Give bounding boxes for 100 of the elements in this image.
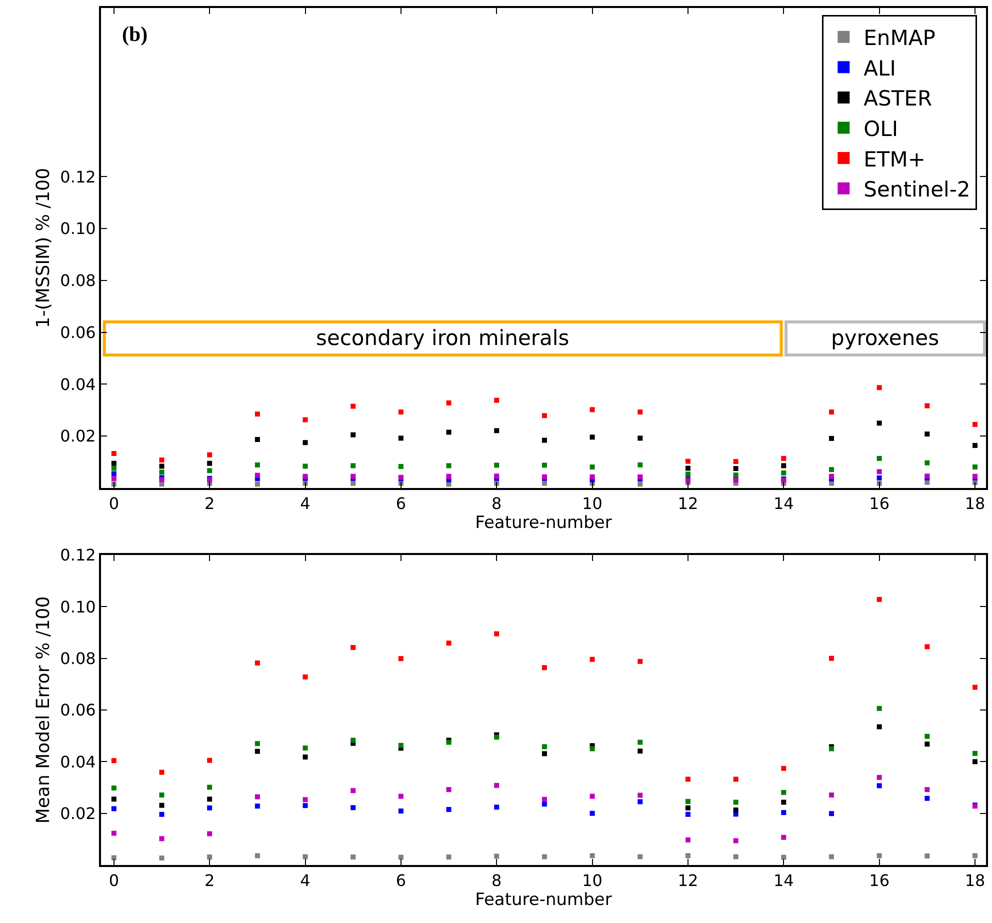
- point: [350, 805, 356, 810]
- point: [207, 805, 212, 810]
- point: [590, 464, 595, 470]
- point: [350, 432, 356, 438]
- point: [159, 856, 164, 861]
- point: [494, 398, 500, 403]
- point: [638, 748, 643, 754]
- point: [494, 854, 500, 859]
- point: [685, 812, 690, 817]
- point: [159, 470, 164, 475]
- point: [972, 684, 978, 690]
- point: [828, 474, 834, 479]
- point: [446, 430, 452, 435]
- point: [828, 792, 834, 798]
- point: [828, 467, 834, 472]
- point: [733, 854, 738, 860]
- point: [350, 738, 356, 743]
- point: [398, 742, 404, 748]
- point: [876, 853, 882, 858]
- point: [924, 480, 930, 485]
- point: [781, 470, 786, 476]
- point: [590, 656, 595, 662]
- x-tick-label: 2: [204, 871, 215, 890]
- point: [638, 799, 643, 804]
- point: [159, 792, 164, 798]
- point: [254, 482, 260, 487]
- x-tick-label: 8: [492, 871, 502, 890]
- point: [590, 794, 595, 799]
- point: [159, 464, 164, 469]
- point: [924, 644, 930, 650]
- legend-label: EnMAP: [864, 26, 936, 50]
- point: [876, 774, 882, 780]
- point: [302, 464, 308, 469]
- point: [207, 784, 212, 790]
- point: [350, 788, 356, 794]
- point: [638, 740, 643, 745]
- point: [254, 741, 260, 746]
- point: [924, 742, 930, 747]
- point: [876, 475, 882, 480]
- point: [638, 409, 643, 414]
- point: [828, 811, 834, 816]
- y-tick-label: 0.04: [60, 752, 96, 772]
- point: [302, 803, 308, 808]
- point: [733, 807, 738, 812]
- point: [638, 482, 643, 487]
- x-tick-label: 16: [869, 871, 890, 890]
- point: [111, 806, 116, 812]
- point: [159, 802, 164, 808]
- point: [254, 853, 260, 858]
- x-tick-label: 0: [108, 494, 120, 514]
- point: [828, 656, 834, 661]
- x-tick-label: 6: [396, 494, 406, 514]
- point: [638, 658, 643, 664]
- point: [828, 854, 834, 860]
- point: [398, 464, 404, 469]
- point: [254, 472, 260, 478]
- point: [542, 854, 547, 860]
- point: [159, 836, 164, 842]
- point: [685, 837, 690, 842]
- point: [924, 460, 930, 466]
- point: [302, 440, 308, 446]
- y-tick-label: 0.12: [60, 546, 96, 565]
- point: [111, 855, 116, 860]
- point: [254, 748, 260, 754]
- point: [542, 744, 547, 750]
- point: [685, 776, 690, 782]
- point: [685, 853, 690, 858]
- point: [924, 796, 930, 801]
- point: [542, 665, 547, 670]
- point: [254, 412, 260, 417]
- point: [207, 460, 212, 466]
- point: [542, 480, 547, 486]
- point: [494, 462, 500, 468]
- point: [350, 463, 356, 468]
- point: [207, 831, 212, 836]
- point: [733, 838, 738, 844]
- point: [924, 734, 930, 739]
- point: [972, 853, 978, 858]
- y-tick-label: 0.02: [60, 426, 96, 446]
- point: [159, 812, 164, 817]
- point: [494, 631, 500, 636]
- point: [733, 466, 738, 472]
- legend-label: Sentinel-2: [864, 178, 970, 202]
- x-axis-title: Feature-number: [475, 890, 612, 910]
- point: [446, 474, 452, 479]
- point: [924, 432, 930, 437]
- point: [972, 422, 978, 427]
- point: [111, 758, 116, 764]
- point: [590, 434, 595, 440]
- point: [828, 436, 834, 441]
- y-axis-title: Mean Model Error % /100: [32, 596, 54, 824]
- point: [350, 480, 356, 486]
- point: [542, 413, 547, 418]
- point: [685, 458, 690, 464]
- point: [876, 469, 882, 474]
- y-tick-label: 0.10: [60, 597, 96, 616]
- x-tick-label: 6: [396, 871, 406, 890]
- point: [733, 776, 738, 782]
- x-tick-label: 14: [773, 494, 794, 514]
- point: [733, 472, 738, 478]
